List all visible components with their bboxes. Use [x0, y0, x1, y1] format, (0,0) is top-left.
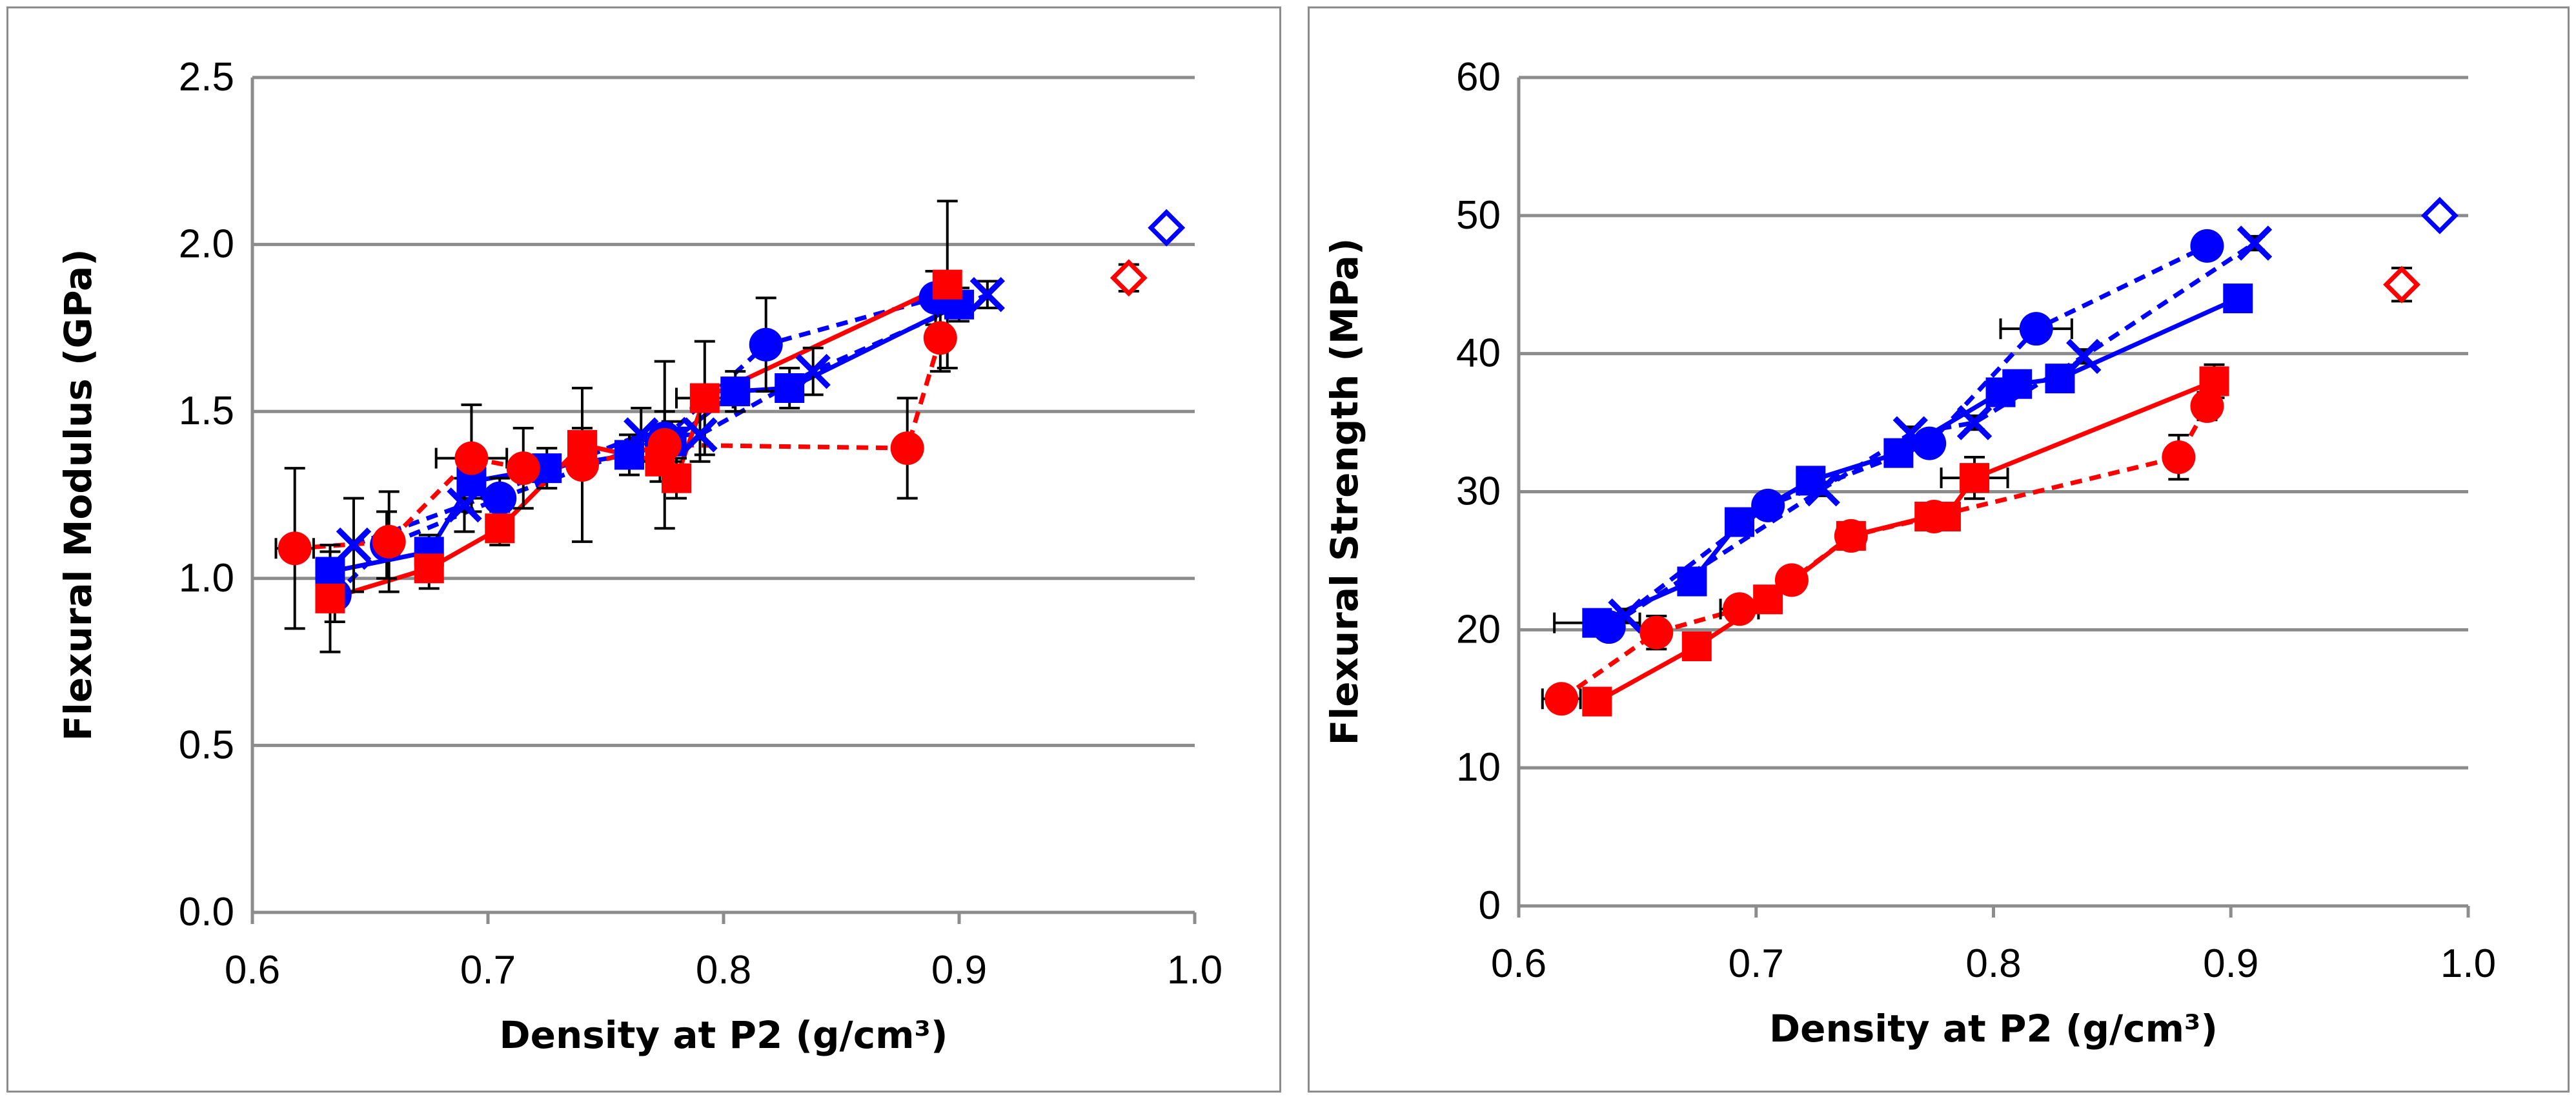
strength-point-red-square-solid [1836, 520, 1866, 551]
modulus-point-red-diamond [1110, 259, 1148, 297]
modulus-series-line-blue-x-dashed [352, 292, 989, 548]
modulus-x-tick-label: 0.6 [225, 948, 280, 992]
modulus-x-tick-label: 0.9 [931, 948, 987, 992]
strength-y-tick-label: 30 [1456, 469, 1501, 514]
modulus-point-blue-x-dashed [447, 487, 482, 523]
strength-x-tick-label: 0.7 [1729, 941, 1784, 986]
modulus-point-red-square-solid [689, 383, 720, 413]
strength-point-blue-circle-dashed [1751, 488, 1785, 522]
modulus-point-red-circle-dashed [278, 531, 312, 566]
modulus-y-tick-label: 0.5 [179, 723, 234, 767]
strength-y-tick-label: 0 [1479, 883, 1501, 928]
strength-point-red-circle-dashed [1545, 682, 1579, 716]
strength-point-red-circle-dashed [2162, 440, 2196, 475]
strength-y-tick-label: 10 [1456, 745, 1501, 790]
modulus-point-red-circle-dashed [454, 441, 489, 475]
strength-x-tick-label: 0.9 [2203, 941, 2258, 986]
strength-point-blue-square-solid [1725, 507, 1755, 537]
modulus-point-red-circle-dashed [923, 321, 957, 355]
strength-point-blue-circle-dashed [2019, 312, 2053, 346]
modulus-y-tick-label: 2.0 [179, 222, 234, 267]
strength-point-red-circle-dashed [1774, 563, 1809, 597]
modulus-point-blue-circle-dashed [749, 327, 783, 362]
strength-y-axis-title: Flexural Strength (MPa) [1323, 238, 1366, 746]
modulus-point-red-square-solid [932, 269, 962, 300]
modulus-point-red-square-solid [567, 429, 597, 460]
modulus-point-red-square-solid [485, 513, 515, 544]
modulus-y-tick-label: 2.5 [179, 55, 234, 99]
modulus-point-red-square-solid [414, 553, 444, 584]
modulus-point-red-circle-dashed [506, 451, 540, 486]
modulus-y-axis-title: Flexural Modulus (GPa) [56, 249, 100, 741]
strength-point-red-square-solid [1582, 686, 1612, 717]
strength-point-blue-x-dashed [1805, 471, 1840, 507]
strength-point-red-diamond [2383, 265, 2420, 303]
strength-x-axis-title: Density at P2 (g/cm³) [1769, 1007, 2218, 1051]
strength-y-tick-label: 20 [1456, 607, 1501, 652]
strength-point-red-square-solid [1960, 463, 1990, 493]
modulus-point-blue-x-dashed [682, 417, 718, 453]
strength-point-blue-x-dashed [2066, 338, 2102, 375]
strength-point-red-circle-dashed [2190, 389, 2224, 423]
strength-point-red-circle-dashed [1639, 615, 1674, 650]
strength-point-blue-x-dashed [2236, 225, 2273, 261]
modulus-x-tick-label: 1.0 [1167, 948, 1222, 992]
modulus-y-tick-label: 1.0 [179, 556, 234, 601]
strength-point-blue-square-solid [2223, 283, 2253, 314]
strength-point-blue-x-dashed [1956, 405, 1993, 440]
modulus-y-tick-label: 1.5 [179, 389, 234, 433]
strength-point-blue-square-solid [1582, 608, 1612, 638]
strength-point-red-square-solid [2199, 366, 2229, 396]
modulus-point-blue-diamond [1148, 209, 1186, 247]
modulus-point-red-circle-dashed [372, 524, 406, 559]
strength-x-tick-label: 0.8 [1965, 941, 2021, 986]
strength-y-tick-label: 40 [1456, 331, 1501, 376]
modulus-x-tick-label: 0.8 [696, 948, 751, 992]
strength-point-red-circle-dashed [1723, 592, 1757, 626]
modulus-point-blue-x-dashed [795, 353, 831, 389]
modulus-point-blue-x-dashed [336, 527, 372, 563]
modulus-point-red-square-solid [662, 463, 691, 493]
strength-point-blue-square-solid [1677, 566, 1707, 597]
strength-point-red-square-solid [1753, 584, 1783, 615]
modulus-point-blue-square-solid [720, 376, 751, 407]
modulus-point-blue-circle-dashed [483, 481, 517, 515]
strength-point-blue-x-dashed [1892, 416, 1928, 451]
strength-x-tick-label: 0.6 [1491, 941, 1547, 986]
strength-point-blue-diamond [2420, 196, 2459, 234]
modulus-point-blue-x-dashed [969, 276, 1005, 313]
strength-point-red-square-solid [1681, 631, 1712, 661]
strength-point-blue-circle-dashed [1912, 426, 1947, 460]
strength-y-tick-label: 60 [1456, 55, 1501, 99]
strength-point-red-square-solid [1931, 501, 1961, 531]
modulus-x-axis-title: Density at P2 (g/cm³) [500, 1013, 948, 1057]
flexural-strength-chart: 0 10 20 30 40 50 60 0.6 0.7 0.8 0.9 1.0 Density at P… [1323, 55, 2496, 1051]
modulus-point-red-circle-dashed [890, 431, 924, 466]
flexural-modulus-chart: 0.0 0.5 1.0 1.5 2.0 2.5 0.6 0.7 0.8 0.9 1.0 Density… [56, 55, 1222, 1057]
strength-point-blue-x-dashed [1608, 598, 1643, 634]
strength-point-blue-circle-dashed [2190, 229, 2224, 263]
strength-series-line-blue-x-dashed [1624, 241, 2256, 618]
modulus-y-tick-label: 0.0 [179, 890, 234, 934]
strength-point-blue-square-solid [2002, 369, 2033, 399]
modulus-x-tick-label: 0.7 [460, 948, 516, 992]
strength-y-tick-label: 50 [1456, 193, 1501, 238]
strength-x-tick-label: 1.0 [2440, 941, 2496, 986]
chart-panel-right: 0 10 20 30 40 50 60 0.6 0.7 0.8 0.9 1.0 Density at P… [1308, 6, 2570, 1093]
modulus-point-red-square-solid [315, 583, 345, 613]
chart-panel-left: 0.0 0.5 1.0 1.5 2.0 2.5 0.6 0.7 0.8 0.9 1.0 Density… [6, 6, 1281, 1093]
